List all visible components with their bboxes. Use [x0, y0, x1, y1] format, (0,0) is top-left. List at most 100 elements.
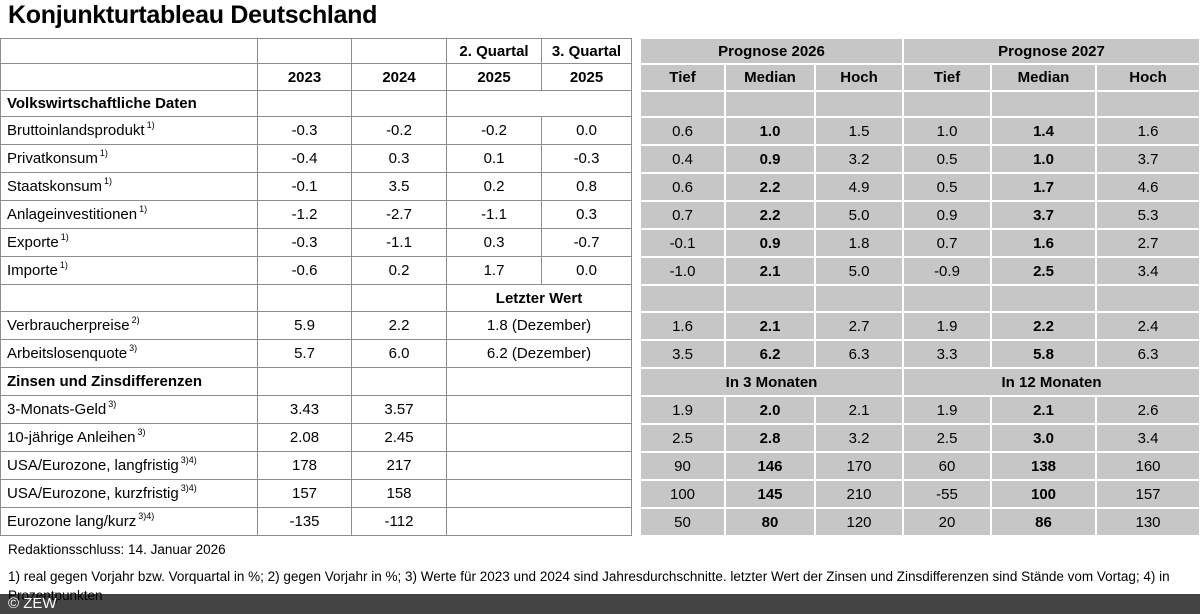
- prognose-cell: 3.2: [815, 424, 903, 452]
- row-label-text: 10-jährige Anleihen: [7, 429, 136, 446]
- prognose-cell: 0.9: [725, 145, 815, 173]
- quartal3-header: 3. Quartal: [542, 38, 632, 64]
- value-cell: -0.2: [352, 117, 447, 145]
- value-cell: 0.1: [447, 145, 542, 173]
- row-label: Exporte 1): [0, 229, 258, 257]
- value-cell: 178: [258, 452, 352, 480]
- empty-gray-cell: [1096, 285, 1200, 312]
- prognose-cell: 1.4: [991, 117, 1096, 145]
- row-label: Privatkonsum 1): [0, 145, 258, 173]
- prognose-2027-header: Prognose 2027: [903, 38, 1200, 64]
- prognose-cell: 130: [1096, 508, 1200, 536]
- prognose-cell: 5.0: [815, 257, 903, 285]
- value-cell: -0.7: [542, 229, 632, 257]
- prognose-cell: 100: [640, 480, 725, 508]
- empty-cell: [258, 285, 352, 312]
- empty-cell: [447, 368, 632, 396]
- prognose-cell: 1.6: [1096, 117, 1200, 145]
- row-label: USA/Eurozone, kurzfristig 3)4): [0, 480, 258, 508]
- prognose-cell: 3.7: [1096, 145, 1200, 173]
- tmh-header: Tief: [640, 64, 725, 91]
- empty-gray-cell: [903, 91, 991, 117]
- prognose-cell: 146: [725, 452, 815, 480]
- row-label: Eurozone lang/kurz 3)4): [0, 508, 258, 536]
- value-cell: 217: [352, 452, 447, 480]
- prognose-cell: 1.9: [903, 396, 991, 424]
- prognose-cell: 2.8: [725, 424, 815, 452]
- prognose-cell: 50: [640, 508, 725, 536]
- row-label-text: Arbeitslosenquote: [7, 345, 128, 362]
- prognose-cell: 86: [991, 508, 1096, 536]
- monaten-3-header: In 3 Monaten: [640, 368, 903, 396]
- row-label-text: Importe: [7, 262, 58, 279]
- prognose-cell: 6.3: [815, 340, 903, 368]
- prognose-cell: 3.0: [991, 424, 1096, 452]
- row-label-text: Privatkonsum: [7, 150, 98, 167]
- prognose-cell: 120: [815, 508, 903, 536]
- prognose-cell: 2.2: [725, 173, 815, 201]
- footnote-marker: 1): [139, 204, 148, 214]
- value-cell: 157: [258, 480, 352, 508]
- prognose-cell: 80: [725, 508, 815, 536]
- prognose-cell: 1.6: [640, 312, 725, 340]
- footnote-marker: 1): [104, 176, 113, 186]
- footnote-marker: 3): [129, 343, 138, 353]
- value-cell: 0.3: [352, 145, 447, 173]
- tmh-header: Median: [725, 64, 815, 91]
- prognose-cell: 3.5: [640, 340, 725, 368]
- row-label: Staatskonsum 1): [0, 173, 258, 201]
- value-cell: 3.43: [258, 396, 352, 424]
- empty-header-cell: [0, 64, 258, 91]
- prognose-cell: 2.1: [725, 257, 815, 285]
- row-label-text: Bruttoinlandsprodukt: [7, 122, 145, 139]
- footnote-marker: 3): [108, 399, 117, 409]
- footnote-marker: 1): [99, 148, 108, 158]
- empty-cell: [258, 368, 352, 396]
- value-cell: -2.7: [352, 201, 447, 229]
- prognose-cell: -0.9: [903, 257, 991, 285]
- quartal2-header: 2. Quartal: [447, 38, 542, 64]
- row-label-text: 3-Monats-Geld: [7, 401, 107, 418]
- value-cell: -0.1: [258, 173, 352, 201]
- footer-bar: [0, 594, 1200, 614]
- empty-gray-cell: [725, 285, 815, 312]
- row-label-text: Eurozone lang/kurz: [7, 513, 137, 530]
- row-label: 3-Monats-Geld 3): [0, 396, 258, 424]
- footnote-marker: 1): [146, 120, 155, 130]
- prognose-cell: 2.1: [725, 312, 815, 340]
- prognose-cell: 0.6: [640, 173, 725, 201]
- tmh-header: Hoch: [1096, 64, 1200, 91]
- footnote-marker: 3): [137, 427, 146, 437]
- prognose-cell: 1.6: [991, 229, 1096, 257]
- prognose-cell: 138: [991, 452, 1096, 480]
- prognose-cell: 210: [815, 480, 903, 508]
- redaktionsschluss: Redaktionsschluss: 14. Januar 2026: [8, 542, 226, 557]
- prognose-cell: 170: [815, 452, 903, 480]
- row-label-text: Verbraucherpreise: [7, 317, 130, 334]
- prognose-cell: 1.0: [725, 117, 815, 145]
- value-cell: 2.08: [258, 424, 352, 452]
- prognose-cell: 2.2: [991, 312, 1096, 340]
- prognose-cell: 1.7: [991, 173, 1096, 201]
- letzter-wert-header: Letzter Wert: [447, 285, 632, 312]
- prognose-cell: 0.9: [903, 201, 991, 229]
- value-cell: -1.1: [447, 201, 542, 229]
- tmh-header: Hoch: [815, 64, 903, 91]
- value-cell: -0.4: [258, 145, 352, 173]
- letzter-wert-cell: 1.8 (Dezember): [447, 312, 632, 340]
- row-label: Importe 1): [0, 257, 258, 285]
- prognose-cell: 1.0: [903, 117, 991, 145]
- empty-cell: [352, 91, 447, 117]
- prognose-cell: 20: [903, 508, 991, 536]
- row-label-text: USA/Eurozone, langfristig: [7, 457, 179, 474]
- footnote-marker: 1): [60, 232, 69, 242]
- prognose-cell: 1.9: [640, 396, 725, 424]
- empty-cell: [352, 285, 447, 312]
- value-cell: 0.0: [542, 117, 632, 145]
- empty-cell: [447, 452, 632, 480]
- row-label: Verbraucherpreise 2): [0, 312, 258, 340]
- monaten-12-header: In 12 Monaten: [903, 368, 1200, 396]
- empty-gray-cell: [725, 91, 815, 117]
- prognose-cell: 4.6: [1096, 173, 1200, 201]
- value-cell: -0.6: [258, 257, 352, 285]
